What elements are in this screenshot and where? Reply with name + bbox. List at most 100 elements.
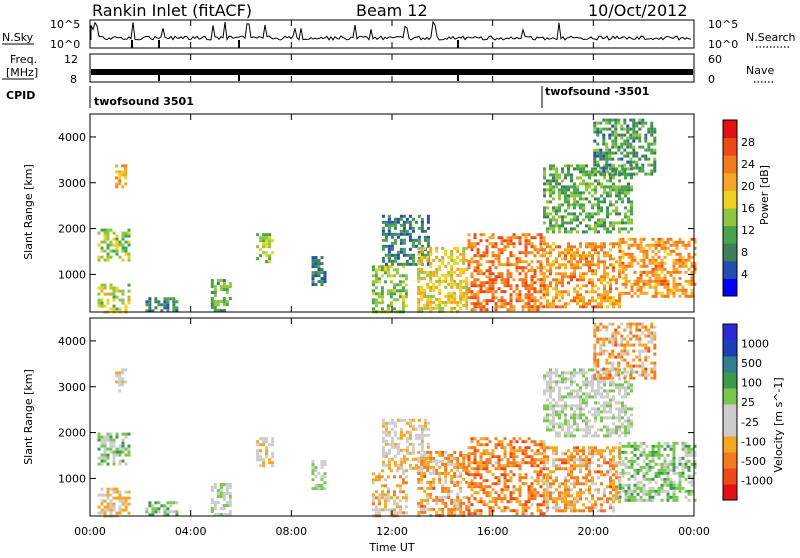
velocity-cell bbox=[666, 441, 670, 445]
velocity-cell bbox=[588, 368, 591, 372]
velocity-cell bbox=[447, 456, 451, 460]
velocity-cell bbox=[657, 492, 661, 496]
velocity-cell bbox=[666, 489, 670, 493]
power-cell bbox=[564, 164, 567, 168]
velocity-cell bbox=[476, 473, 480, 477]
power-cell bbox=[687, 294, 691, 298]
velocity-cell bbox=[473, 509, 477, 513]
power-cell bbox=[546, 206, 549, 210]
velocity-cell bbox=[467, 458, 471, 462]
power-cell bbox=[112, 243, 116, 247]
nsky-dip bbox=[457, 40, 459, 48]
velocity-cell bbox=[639, 486, 643, 490]
velocity-cell bbox=[651, 477, 655, 481]
power-cell bbox=[381, 247, 385, 251]
velocity-cell bbox=[398, 484, 402, 488]
power-cell bbox=[603, 173, 606, 177]
power-cell bbox=[648, 279, 652, 283]
power-cell bbox=[420, 255, 424, 259]
power-cell bbox=[621, 200, 624, 204]
power-cell bbox=[543, 167, 546, 171]
power-cell bbox=[653, 160, 657, 164]
power-cell bbox=[259, 239, 263, 243]
power-cell bbox=[453, 282, 457, 286]
velocity-cell bbox=[588, 491, 591, 495]
velocity-cell bbox=[558, 482, 561, 486]
power-cell bbox=[573, 227, 576, 231]
power-cell bbox=[561, 281, 564, 285]
velocity-cell bbox=[453, 465, 457, 469]
velocity-cell bbox=[106, 493, 110, 497]
velocity-cell bbox=[594, 410, 597, 414]
power-cell bbox=[393, 238, 397, 242]
velocity-cell bbox=[573, 446, 576, 450]
velocity-cell bbox=[121, 383, 125, 387]
power-cell bbox=[654, 294, 658, 298]
power-cell bbox=[488, 236, 492, 240]
velocity-cell bbox=[585, 476, 588, 480]
velocity-cell bbox=[593, 328, 597, 332]
velocity-cell bbox=[639, 441, 643, 445]
power-cell bbox=[653, 127, 657, 131]
velocity-cell bbox=[654, 489, 658, 493]
power-cell bbox=[438, 291, 442, 295]
velocity-cell bbox=[641, 331, 645, 335]
velocity-cell bbox=[465, 465, 469, 469]
power-cell bbox=[585, 197, 588, 201]
velocity-cell bbox=[582, 461, 585, 465]
velocity-cell bbox=[693, 450, 697, 454]
velocity-echo-region bbox=[593, 322, 657, 380]
velocity-cell bbox=[503, 509, 507, 513]
velocity-cell bbox=[602, 343, 606, 347]
power-cell bbox=[160, 309, 164, 313]
velocity-cell bbox=[402, 433, 406, 437]
velocity-cell bbox=[651, 465, 655, 469]
power-cell bbox=[588, 260, 591, 264]
velocity-cell bbox=[450, 477, 454, 481]
velocity-cell bbox=[408, 466, 412, 470]
power-cell bbox=[473, 296, 477, 300]
power-cell bbox=[593, 157, 597, 161]
velocity-cell bbox=[497, 497, 501, 501]
power-cell bbox=[524, 287, 528, 291]
velocity-cell bbox=[611, 349, 615, 353]
velocity-cell bbox=[420, 510, 424, 514]
velocity-cell bbox=[166, 513, 170, 517]
velocity-cell bbox=[621, 407, 624, 411]
power-cell bbox=[453, 246, 457, 250]
power-cell bbox=[127, 252, 131, 256]
power-cell bbox=[112, 286, 116, 290]
velocity-cell bbox=[262, 443, 266, 447]
power-cell bbox=[380, 286, 384, 290]
power-cell bbox=[615, 206, 618, 210]
velocity-cell bbox=[509, 446, 513, 450]
power-cell bbox=[402, 253, 406, 257]
velocity-cell bbox=[100, 453, 104, 457]
velocity-cell bbox=[112, 441, 116, 445]
power-cell bbox=[591, 254, 594, 258]
velocity-cell bbox=[632, 376, 636, 380]
freq-trace-gaps bbox=[158, 75, 459, 81]
power-cell bbox=[660, 237, 664, 241]
velocity-cell bbox=[314, 475, 318, 479]
velocity-cell bbox=[121, 496, 125, 500]
velocity-cell bbox=[429, 492, 433, 496]
velocity-cell bbox=[552, 464, 555, 468]
velocity-cell bbox=[573, 485, 576, 489]
velocity-cell bbox=[561, 509, 564, 513]
velocity-cell bbox=[588, 449, 591, 453]
velocity-cell bbox=[591, 413, 594, 417]
velocity-cell bbox=[690, 453, 694, 457]
velocity-cell bbox=[262, 464, 266, 468]
velocity-cell bbox=[638, 343, 642, 347]
power-cell bbox=[663, 246, 667, 250]
velocity-cell bbox=[109, 435, 113, 439]
velocity-cell bbox=[420, 486, 424, 490]
power-cell bbox=[573, 185, 576, 189]
power-cell bbox=[576, 302, 579, 306]
velocity-cell bbox=[651, 489, 655, 493]
velocity-cell bbox=[638, 334, 642, 338]
velocity-cell bbox=[615, 494, 618, 498]
velocity-cell bbox=[503, 494, 507, 498]
power-cell bbox=[485, 308, 489, 312]
